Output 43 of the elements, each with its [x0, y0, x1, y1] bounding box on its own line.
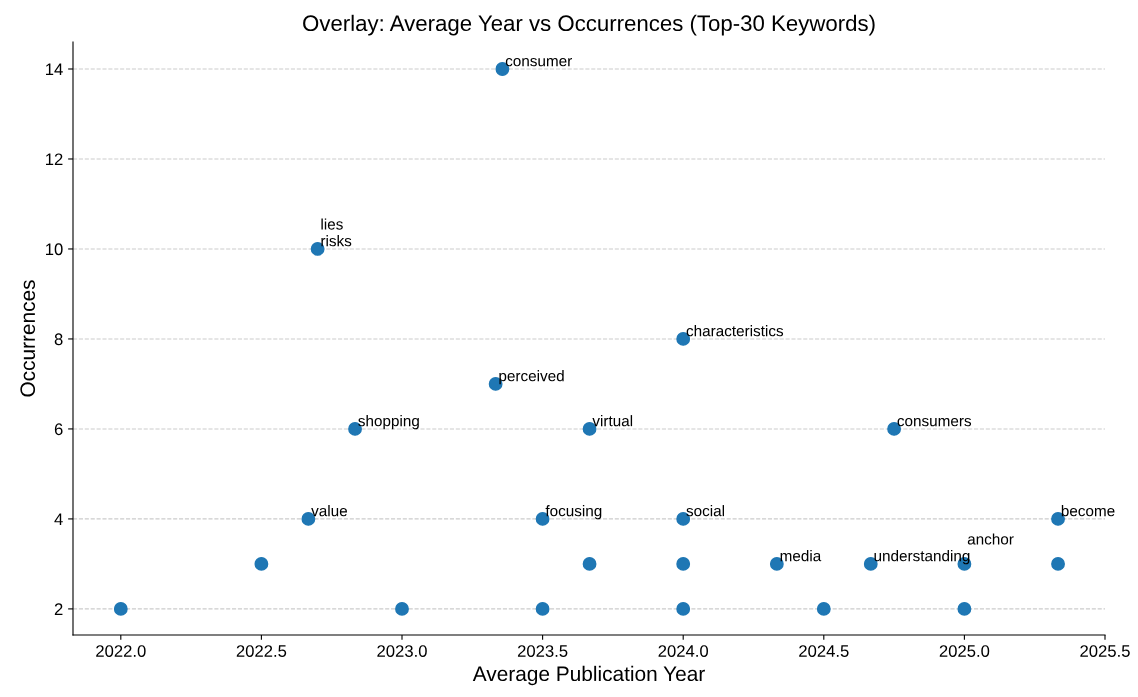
x-tick-label: 2022.0 [96, 645, 146, 657]
point [113, 601, 128, 616]
x-tick-label: 2024.5 [799, 645, 849, 657]
annotation: consumer [505, 58, 572, 67]
x-tick-label: 2023.5 [517, 645, 568, 657]
point [395, 601, 409, 616]
point [1051, 557, 1065, 571]
annotation: characteristics [686, 325, 784, 337]
y-axis-title: Occurrences [20, 280, 36, 397]
x-tick-label: 2024.0 [658, 645, 709, 657]
point [676, 601, 691, 616]
annotation: lies [321, 218, 343, 230]
y-tick-label: 14 [46, 63, 63, 76]
annotation: risks [321, 235, 352, 247]
annotation: anchor [967, 533, 1014, 545]
annotation: virtual [592, 415, 633, 427]
y-tick-label: 2 [54, 603, 63, 615]
point [816, 601, 831, 616]
point [957, 601, 972, 616]
x-axis-title: Average Publication Year [472, 665, 705, 686]
annotation: perceived [499, 370, 564, 385]
annotation: understanding [874, 550, 970, 565]
y-tick-label: 4 [54, 513, 63, 525]
y-tick-label: 8 [54, 333, 63, 346]
y-tick-label: 10 [46, 243, 63, 256]
y-tick-label: 12 [46, 153, 63, 166]
chart-title: Overlay: Average Year vs Occurrences (Top-30 Keywords) [303, 14, 875, 36]
annotation: social [686, 505, 725, 517]
annotation: value [311, 505, 347, 517]
x-tick-label: 2025.0 [939, 645, 990, 657]
point [582, 557, 597, 571]
annotation: focusing [545, 505, 602, 520]
x-tick-label: 2022.5 [236, 645, 287, 657]
point [535, 601, 550, 616]
annotation: media [780, 550, 822, 562]
annotation: shopping [358, 415, 419, 430]
annotation: consumers [897, 417, 972, 427]
x-tick-label: 2025.5 [1080, 645, 1130, 657]
y-tick-label: 6 [54, 423, 63, 436]
annotation: become [1061, 505, 1115, 517]
point [254, 557, 269, 571]
x-tick-label: 2023.0 [377, 645, 427, 657]
point [676, 557, 691, 571]
